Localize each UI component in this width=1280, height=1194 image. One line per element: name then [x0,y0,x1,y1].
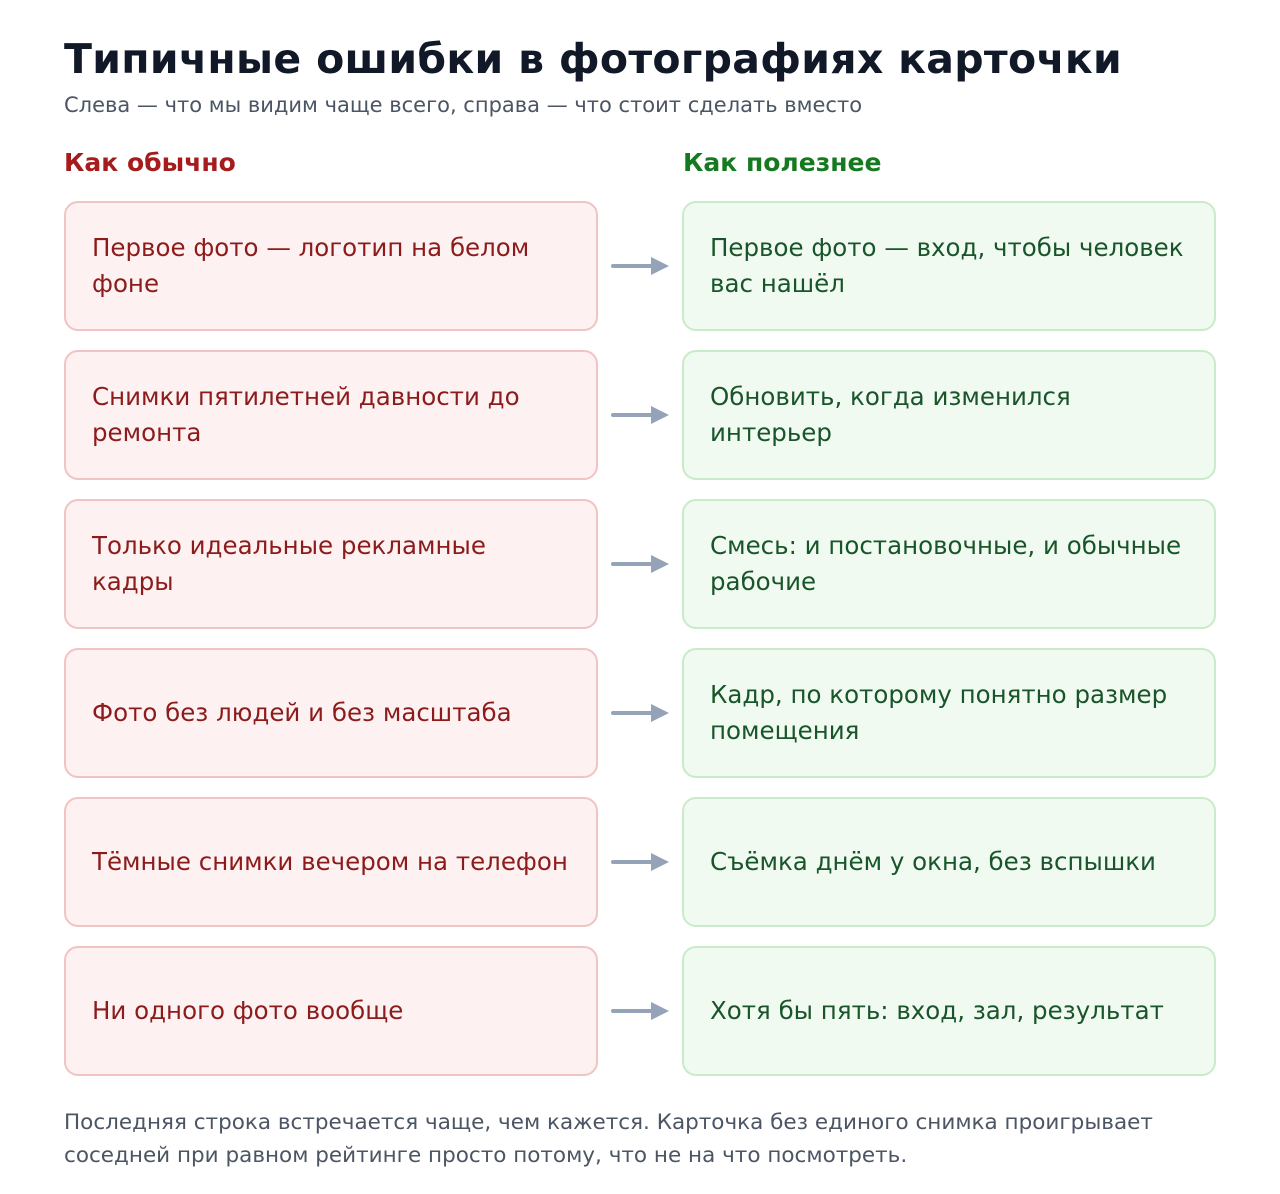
comparison-row: Первое фото — логотип на белом фоне Перв… [64,201,1216,331]
comparison-row: Ни одного фото вообще Хотя бы пять: вход… [64,946,1216,1076]
better-card-text: Обновить, когда изменился интерьер [710,382,1071,447]
comparison-row: Фото без людей и без масштаба Кадр, по к… [64,648,1216,778]
better-card: Обновить, когда изменился интерьер [682,350,1216,480]
better-card: Смесь: и постановочные, и обычные рабочи… [682,499,1216,629]
better-card: Съёмка днём у окна, без вспышки [682,797,1216,927]
page-subtitle: Слева — что мы видим чаще всего, справа … [64,93,863,117]
arrow-right-icon [611,555,669,573]
comparison-row: Снимки пятилетней давности до ремонта Об… [64,350,1216,480]
better-card: Хотя бы пять: вход, зал, результат [682,946,1216,1076]
usual-card: Только идеальные рекламные кадры [64,499,598,629]
better-card-text: Кадр, по которому понятно размер помещен… [710,680,1168,745]
page-title: Типичные ошибки в фотографиях карточки [64,35,1123,83]
comparison-row: Тёмные снимки вечером на телефон Съёмка … [64,797,1216,927]
column-headers: Как обычно Как полезнее [64,145,1216,181]
usual-card-text: Снимки пятилетней давности до ремонта [92,382,520,447]
usual-card-text: Первое фото — логотип на белом фоне [92,233,530,298]
comparison-list: Первое фото — логотип на белом фоне Перв… [64,201,1216,1095]
better-card-text: Первое фото — вход, чтобы человек вас на… [710,233,1184,298]
footnote: Последняя строка встречается чаще, чем к… [64,1110,1153,1168]
column-header-better: Как полезнее [683,148,882,177]
usual-card: Первое фото — логотип на белом фоне [64,201,598,331]
usual-card: Фото без людей и без масштаба [64,648,598,778]
better-card-text: Съёмка днём у окна, без вспышки [710,847,1156,876]
arrow-right-icon [611,704,669,722]
usual-card-text: Ни одного фото вообще [92,996,404,1025]
better-card: Первое фото — вход, чтобы человек вас на… [682,201,1216,331]
usual-card-text: Тёмные снимки вечером на телефон [92,847,568,876]
comparison-row: Только идеальные рекламные кадры Смесь: … [64,499,1216,629]
usual-card: Тёмные снимки вечером на телефон [64,797,598,927]
arrow-right-icon [611,853,669,871]
usual-card: Снимки пятилетней давности до ремонта [64,350,598,480]
arrow-right-icon [611,406,669,424]
better-card-text: Хотя бы пять: вход, зал, результат [710,996,1164,1025]
better-card: Кадр, по которому понятно размер помещен… [682,648,1216,778]
better-card-text: Смесь: и постановочные, и обычные рабочи… [710,531,1182,596]
usual-card-text: Только идеальные рекламные кадры [92,531,486,596]
column-header-usual: Как обычно [64,148,236,177]
usual-card: Ни одного фото вообще [64,946,598,1076]
usual-card-text: Фото без людей и без масштаба [92,698,512,727]
arrow-right-icon [611,257,669,275]
arrow-right-icon [611,1002,669,1020]
